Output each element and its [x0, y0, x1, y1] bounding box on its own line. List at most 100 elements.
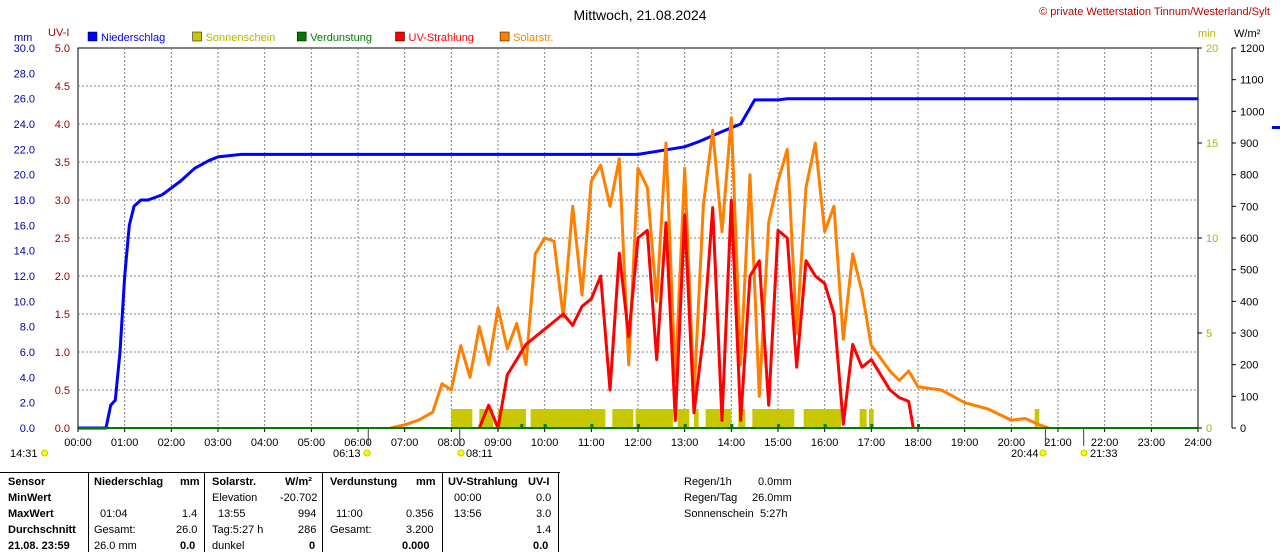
niederschlag-last-value: 0.0 — [180, 540, 196, 552]
evaporation-marker — [683, 424, 687, 428]
grid — [77, 47, 1199, 429]
summary-table: Sensor MinWert MaxWert Durchschnitt 21.0… — [0, 472, 560, 552]
series-line-niederschlag — [78, 97, 1198, 430]
uv-last-value: 0.0 — [533, 540, 549, 552]
min-tick-label: 5 — [1206, 328, 1212, 340]
uv-tick-label: 4.0 — [55, 119, 70, 131]
x-tick-label: 01:00 — [111, 437, 139, 449]
sunshine-bars — [451, 409, 1040, 428]
mm-tick-label: 24.0 — [14, 119, 35, 131]
x-tick-label: 19:00 — [951, 437, 979, 449]
uv-tick-label: 2.0 — [55, 271, 70, 283]
side-value-regen-tag: 26.0mm — [752, 492, 792, 504]
min-tick-label: 20 — [1206, 43, 1218, 55]
niederschlag-max-value: 1.4 — [182, 508, 198, 520]
uv-tick-label: 3.0 — [55, 195, 70, 207]
uv-tick-label: 1.5 — [55, 309, 70, 321]
legend-swatch — [296, 31, 307, 42]
series-line-uvstrahlung — [477, 198, 915, 430]
x-tick-label: 23:00 — [1138, 437, 1166, 449]
legend-label: Verdunstung — [310, 32, 372, 44]
table-top-border — [0, 472, 560, 473]
x-tick-label: 13:00 — [671, 437, 699, 449]
sun-marker-icon — [1080, 449, 1088, 457]
x-tick-label: 18:00 — [904, 437, 932, 449]
side-label-regen-tag: Regen/Tag — [684, 492, 738, 504]
mm-tick-label: 30.0 — [14, 43, 35, 55]
table-divider — [204, 472, 205, 552]
wm2-tick-label: 100 — [1240, 391, 1258, 403]
sun-marker-icon — [457, 449, 465, 457]
x-tick-label: 11:00 — [578, 437, 605, 449]
solar-unit: W/m² — [285, 476, 312, 488]
niederschlag-last-label: 26.0 mm — [94, 540, 137, 552]
verdunstung-header: Verdunstung — [330, 476, 398, 488]
x-tick-label: 17:00 — [858, 437, 886, 449]
mm-tick-label: 14.0 — [14, 246, 35, 258]
x-tick-label: 04:00 — [251, 437, 279, 449]
chart-title: Mittwoch, 21.08.2024 — [573, 7, 706, 23]
table-divider — [442, 472, 443, 552]
min-tick-label: 10 — [1206, 233, 1218, 245]
mm-tick-label: 26.0 — [14, 94, 35, 106]
copyright-text: © private Wetterstation Tinnum/Westerlan… — [1039, 6, 1270, 18]
sunshine-bar — [498, 409, 526, 428]
sun-marker-label: 20:44 — [1011, 448, 1039, 460]
solar-max-time: 13:55 — [218, 508, 246, 520]
niederschlag-header: Niederschlag — [94, 476, 164, 488]
evaporation-marker — [520, 424, 524, 428]
evaporation-marker — [777, 424, 780, 428]
wm2-tick-label: 400 — [1240, 296, 1258, 308]
uv-header: UV-Strahlung — [448, 476, 518, 488]
x-tick-label: 07:00 — [391, 437, 419, 449]
sun-marker-label: 21:33 — [1090, 448, 1118, 460]
uv-min-value: 0.0 — [536, 492, 552, 504]
unit-wm2: W/m² — [1234, 28, 1261, 40]
sunshine-bar — [612, 409, 634, 428]
uv-tick-label: 3.5 — [55, 157, 70, 169]
min-tick-label: 15 — [1206, 138, 1218, 150]
uv-avg-value: 1.4 — [536, 524, 552, 536]
wm2-tick-label: 300 — [1240, 328, 1258, 340]
side-value-sonnenschein: 5:27h — [760, 508, 788, 520]
solar-last-value: 0 — [309, 540, 316, 552]
min-tick-label: 0 — [1206, 423, 1212, 435]
solar-avg-value: 286 — [298, 524, 317, 536]
x-tick-label: 24:00 — [1184, 437, 1212, 449]
tick-labels: 0.0 0.5 1.0 1.5 2.0 2.5 3.0 3.5 4.0 4.5 5.0 0.0 2.0 4… — [14, 43, 1265, 449]
evaporation-marker — [870, 424, 874, 428]
weather-chart: 0.0 0.5 1.0 1.5 2.0 2.5 3.0 3.5 4.0 4.5 5.0 0.0 2.0 4… — [10, 6, 1280, 460]
sunshine-bar — [859, 409, 867, 428]
sunshine-bar — [451, 409, 473, 428]
uv-tick-label: 5.0 — [55, 43, 70, 55]
row-label-avg: Durchschnitt — [8, 524, 76, 536]
col-sensor-header: Sensor — [8, 476, 46, 488]
wm2-tick-label: 600 — [1240, 233, 1258, 245]
sun-markers: 14:31 06:13 08:11 20:44 21:33 — [10, 428, 1118, 460]
legend: Niederschlag Sonnenschein Verdunstung UV-St… — [87, 31, 553, 44]
uv-tick-label: 2.5 — [55, 233, 70, 245]
sunshine-bar — [752, 409, 795, 428]
verdunstung-last-value: 0.000 — [402, 540, 430, 552]
unit-uv: UV-I — [48, 27, 69, 39]
mm-tick-label: 8.0 — [20, 322, 35, 334]
niederschlag-gesamt-value: 26.0 — [176, 524, 198, 536]
uv-tick-label: 4.5 — [55, 81, 70, 93]
axes — [77, 47, 1280, 432]
evaporation-marker — [543, 424, 547, 428]
verdunstung-unit: mm — [416, 476, 436, 488]
mm-tick-label: 18.0 — [14, 195, 35, 207]
side-label-sonnenschein: Sonnenschein — [684, 508, 754, 520]
sunshine-bar — [869, 409, 874, 428]
mm-tick-label: 20.0 — [14, 170, 35, 182]
sun-marker-label: 06:13 — [333, 448, 361, 460]
x-tick-label: 10:00 — [531, 437, 559, 449]
legend-swatch — [192, 31, 202, 42]
table-divider — [558, 472, 559, 552]
uv-tick-label: 0.0 — [55, 423, 70, 435]
legend-label: UV-Strahlung — [409, 32, 474, 44]
verdunstung-max-time: 11:00 — [336, 508, 363, 520]
evaporation-marker — [730, 424, 734, 428]
x-tick-label: 03:00 — [204, 437, 232, 449]
mm-tick-label: 6.0 — [20, 347, 35, 359]
